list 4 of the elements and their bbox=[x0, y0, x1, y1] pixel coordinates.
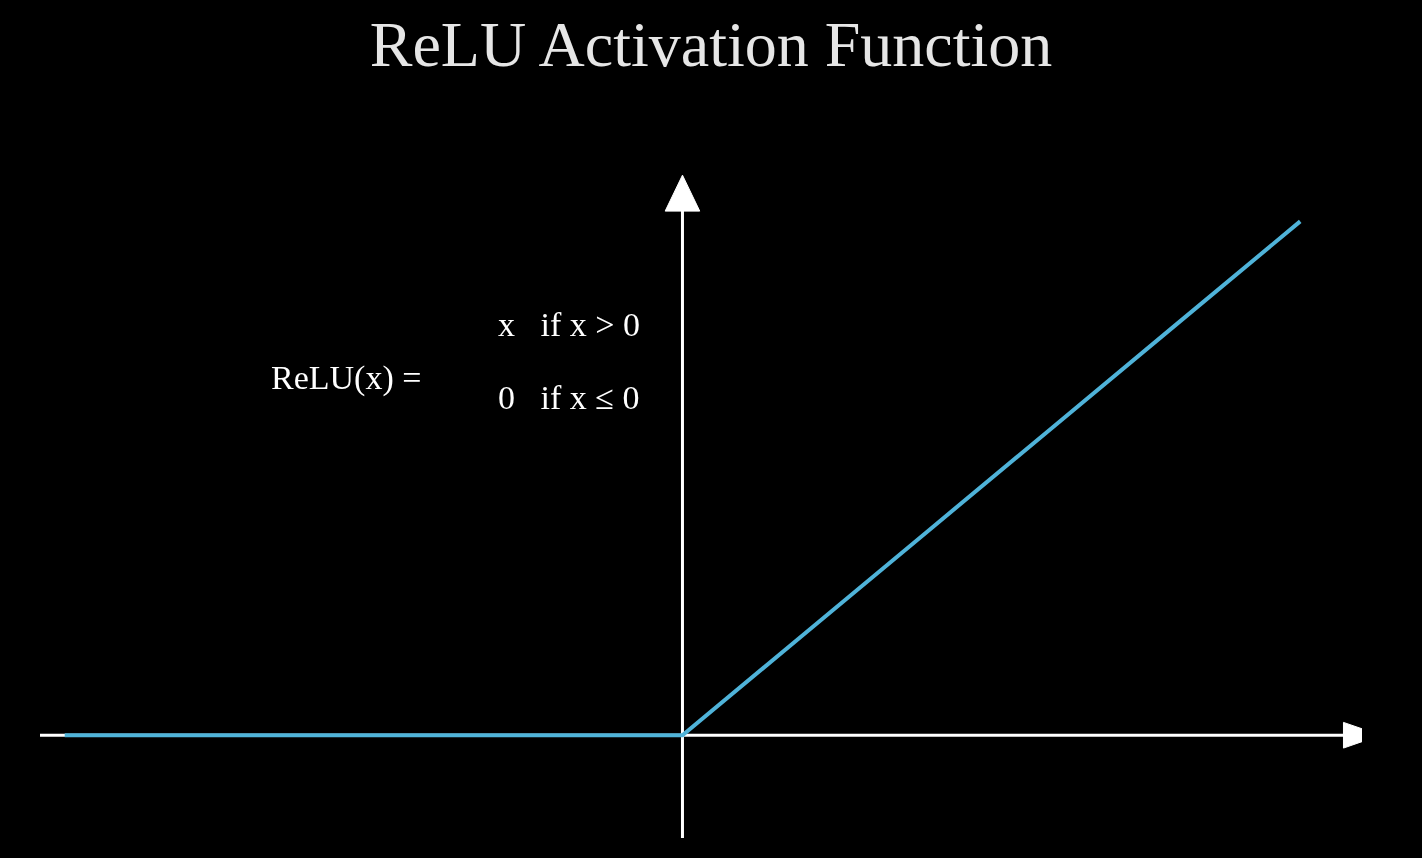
chart-title: ReLU Activation Function bbox=[369, 9, 1053, 81]
annotation: ReLU(x) = bbox=[271, 359, 422, 397]
annotation: x if x > 0 bbox=[498, 306, 640, 343]
annotation: 0 if x ≤ 0 bbox=[498, 379, 640, 416]
